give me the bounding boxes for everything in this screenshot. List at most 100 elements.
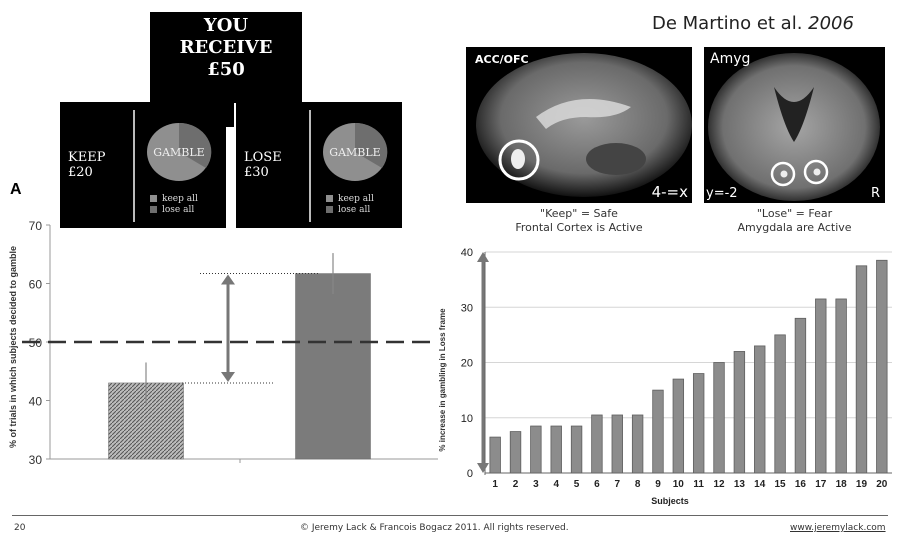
x-tick-label: 6 <box>594 479 600 490</box>
lose-label: LOSE <box>244 150 282 165</box>
brain-image-amygdala: Amyg y=-2 R <box>704 47 885 203</box>
x-tick-label: 5 <box>574 479 580 490</box>
arrow-head <box>221 371 235 382</box>
bar <box>835 298 847 474</box>
bar <box>611 414 623 474</box>
receive-line3: £50 <box>207 59 245 80</box>
panel-label-a: A <box>10 181 22 198</box>
x-tick-label: 1 <box>492 479 498 490</box>
chart-b-xlabel: Subjects <box>651 496 689 506</box>
bar <box>591 414 603 474</box>
bar <box>855 265 868 474</box>
keep-label: KEEP <box>68 150 106 165</box>
y-tick-label: 0 <box>467 468 473 480</box>
bar <box>570 425 583 474</box>
x-tick-label: 9 <box>655 479 661 490</box>
arrow-head <box>477 252 489 262</box>
x-tick-label: 2 <box>513 479 519 490</box>
legend-lose-all: lose all <box>338 205 371 215</box>
y-tick-label: 30 <box>461 302 473 314</box>
lose-amount: £30 <box>244 165 269 180</box>
brain-label-amyg: Amyg <box>710 51 751 67</box>
legend-keep-all: keep all <box>338 194 374 204</box>
citation-authors: De Martino et al. <box>652 13 809 34</box>
keep-amount: £20 <box>68 165 93 180</box>
bar <box>295 273 371 460</box>
bar <box>672 378 685 474</box>
x-tick-label: 18 <box>836 479 848 490</box>
coronal-brain-scan <box>708 53 880 201</box>
footer-divider <box>12 515 888 516</box>
x-tick-label: 17 <box>815 479 827 490</box>
option-divider <box>309 110 311 222</box>
bar <box>876 259 888 474</box>
citation-year: 2006 <box>808 13 854 34</box>
pie-legend: keep all lose all <box>326 194 374 216</box>
orientation-label: R <box>870 186 880 201</box>
bar <box>509 431 522 474</box>
page-number: 20 <box>14 523 26 533</box>
website-link[interactable]: www.jeremylack.com <box>790 523 886 533</box>
caption-line: Amygdala are Active <box>737 221 852 234</box>
bar <box>713 362 725 474</box>
x-tick-label: 7 <box>614 479 620 490</box>
x-tick-label: 19 <box>856 479 868 490</box>
caption-line: "Lose" = Fear <box>756 207 833 220</box>
gamble-label: GAMBLE <box>329 146 380 159</box>
copyright: © Jeremy Lack & Francois Bogacz 2011. Al… <box>300 523 569 533</box>
brain-label-acc: ACC/OFC <box>475 53 529 66</box>
gamble-pie-chart: GAMBLE <box>147 122 212 181</box>
y-tick-label: 60 <box>29 278 43 292</box>
x-tick-label: 12 <box>713 479 725 490</box>
x-tick-label: 4 <box>553 479 559 490</box>
pie-legend: keep all lose all <box>150 194 198 216</box>
bar <box>550 425 562 474</box>
keep-option-box: KEEP £20 GAMBLE keep all lose all <box>60 102 226 228</box>
lose-option-box: LOSE £30 GAMBLE keep all lose all <box>236 102 402 228</box>
y-tick-label: 30 <box>29 453 43 467</box>
bar <box>530 425 542 474</box>
arrow-head <box>477 463 489 473</box>
receive-box: YOU RECEIVE £50 <box>150 12 302 103</box>
x-tick-label: 15 <box>775 479 787 490</box>
y-tick-label: 10 <box>461 413 473 425</box>
citation: De Martino et al. 2006 <box>652 13 854 34</box>
bar <box>774 334 786 474</box>
activation-circle <box>770 161 796 187</box>
activation-circle <box>498 139 540 181</box>
x-tick-label: 20 <box>876 479 888 490</box>
brain-caption-lose: "Lose" = Fear Amygdala are Active <box>712 207 877 235</box>
caption-line: Frontal Cortex is Active <box>515 221 643 234</box>
x-tick-label: 13 <box>734 479 746 490</box>
chart-a-ylabel: % of trials in which subjects decided to… <box>8 246 18 448</box>
brain-image-acc-ofc: ACC/OFC 4-=x <box>466 47 692 203</box>
x-tick-label: 16 <box>795 479 807 490</box>
bar <box>733 351 746 474</box>
arrow-head <box>221 274 235 285</box>
coordinate-label: 4-=x <box>651 183 688 201</box>
x-tick-label: 10 <box>673 479 685 490</box>
x-tick-label: 11 <box>693 479 704 490</box>
x-tick-label: 3 <box>533 479 539 490</box>
chart-b-ylabel: % increase in gambling in Loss frame <box>438 308 447 452</box>
y-tick-label: 20 <box>461 358 473 370</box>
caption-line: "Keep" = Safe <box>540 207 618 220</box>
bar <box>794 317 807 474</box>
y-tick-label: 40 <box>29 395 43 409</box>
receive-line2: RECEIVE <box>179 37 273 58</box>
sagittal-brain-scan <box>476 53 692 197</box>
legend-keep-all: keep all <box>162 194 198 204</box>
gamble-label: GAMBLE <box>153 146 204 159</box>
option-divider <box>133 110 135 222</box>
activation-circle <box>803 159 829 185</box>
bar <box>692 373 705 474</box>
coordinate-label: y=-2 <box>706 186 738 201</box>
bar <box>489 436 501 474</box>
bar <box>754 345 766 474</box>
x-tick-label: 14 <box>754 479 766 490</box>
receive-line1: YOU <box>203 15 249 36</box>
bar <box>631 414 644 474</box>
y-tick-label: 40 <box>461 247 473 259</box>
brain-caption-keep: "Keep" = Safe Frontal Cortex is Active <box>479 207 679 235</box>
